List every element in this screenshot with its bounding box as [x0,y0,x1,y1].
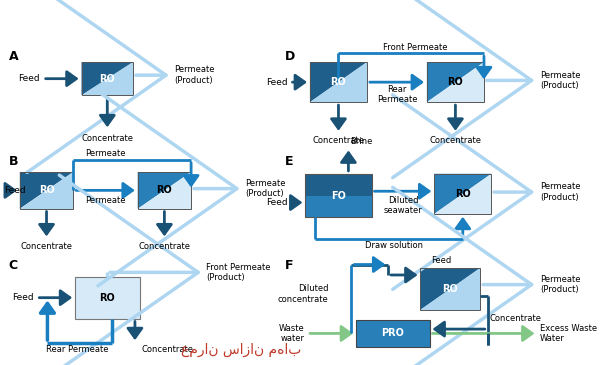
Text: RO: RO [156,185,172,195]
Text: Diluted
concentrate: Diluted concentrate [278,284,328,304]
Text: Brine: Brine [350,137,373,146]
Polygon shape [421,268,480,310]
Polygon shape [310,62,367,102]
Bar [75,277,139,319]
Bar [421,268,480,310]
Text: FO: FO [331,191,346,201]
Text: Rear
Permeate: Rear Permeate [377,85,417,104]
Text: Front Permeate
(Product): Front Permeate (Product) [206,263,270,282]
Text: Feed: Feed [266,198,288,207]
Bar [435,174,492,214]
Text: Permeate
(Product): Permeate (Product) [245,179,286,198]
Bar [82,62,133,95]
Bar [305,174,371,196]
Text: Concentrate: Concentrate [138,242,191,251]
Text: D: D [285,50,295,63]
Text: Permeate: Permeate [85,149,126,158]
Text: RO: RO [455,189,471,199]
Text: Permeate: Permeate [85,196,126,205]
Text: Concentrate: Concentrate [489,314,542,323]
Polygon shape [435,174,492,214]
Text: Feed: Feed [266,78,288,87]
Text: Concentrate: Concentrate [141,345,194,354]
Bar [427,62,484,102]
Text: C: C [9,259,18,272]
Polygon shape [138,172,191,209]
Text: Permeate
(Product): Permeate (Product) [540,275,581,294]
Text: B: B [9,155,18,168]
Text: Diluted
seawater: Diluted seawater [383,196,423,215]
Text: Permeate
(Product): Permeate (Product) [540,71,581,90]
Bar [305,174,371,218]
Polygon shape [435,174,492,214]
Text: Draw solution: Draw solution [365,241,423,250]
Polygon shape [20,172,73,209]
Polygon shape [421,268,480,310]
Text: Concentrate: Concentrate [20,242,73,251]
Text: Concentrate: Concentrate [430,136,481,145]
Text: Permeate
(Product): Permeate (Product) [174,65,215,85]
Text: Rear Permeate: Rear Permeate [46,345,109,354]
Text: Feed: Feed [4,186,26,195]
Text: F: F [285,259,293,272]
Polygon shape [82,62,133,95]
Bar [305,196,371,218]
Text: Concentrate: Concentrate [81,134,133,143]
Text: RO: RO [448,77,463,87]
Text: RO: RO [99,74,115,84]
Polygon shape [310,62,367,102]
Text: RO: RO [442,284,458,294]
Polygon shape [20,172,73,209]
Bar [310,62,367,102]
Bar [138,172,191,209]
Polygon shape [427,62,484,102]
Text: Waste
water: Waste water [279,324,304,343]
Text: PRO: PRO [382,328,404,338]
Text: E: E [285,155,293,168]
Text: Permeate
(Product): Permeate (Product) [540,182,581,202]
Text: RO: RO [331,77,346,87]
Polygon shape [138,172,191,209]
Text: Excess Waste
Water: Excess Waste Water [540,324,597,343]
Text: Concentrate: Concentrate [313,136,364,145]
Text: RO: RO [38,185,55,195]
Text: A: A [9,50,19,63]
Bar [356,320,430,346]
Text: Feed: Feed [12,293,34,302]
Text: RO: RO [99,293,115,303]
Text: Feed: Feed [19,74,40,83]
Bar [20,172,73,209]
Polygon shape [427,62,484,102]
Text: Front Permeate: Front Permeate [383,43,448,51]
Text: عمران سازان مهاب: عمران سازان مهاب [181,343,301,357]
Polygon shape [82,62,133,95]
Text: Feed: Feed [431,255,451,265]
